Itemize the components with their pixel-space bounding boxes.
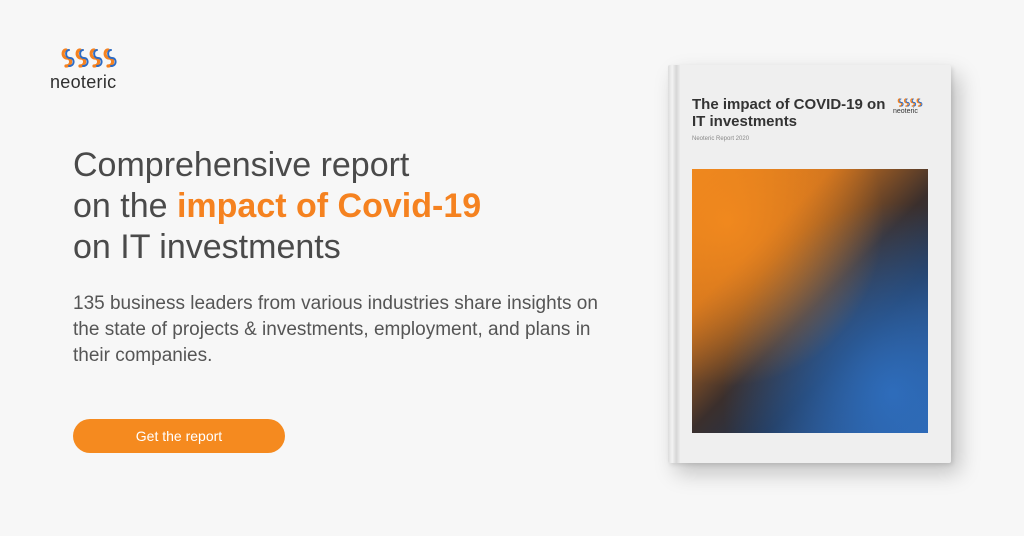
book-spine <box>668 65 680 463</box>
description-text: 135 business leaders from various indust… <box>73 293 598 366</box>
page-headline: Comprehensive report on the impact of Co… <box>73 145 633 268</box>
book-cover-gradient-art <box>692 169 928 433</box>
headline-line2-prefix: on the <box>73 187 177 225</box>
neoteric-logo-icon <box>61 48 117 68</box>
brand-logo: neoteric <box>50 46 130 96</box>
get-report-button[interactable]: Get the report <box>73 419 285 453</box>
headline-highlight: impact of Covid-19 <box>176 187 482 225</box>
book-title: The impact of COVID-19 on IT investments <box>692 96 886 130</box>
headline-line1: Comprehensive report <box>73 146 410 184</box>
book-logo-text: neoteric <box>893 108 918 115</box>
logo-text: neoteric <box>50 72 117 92</box>
book-subtitle: Neoteric Report 2020 <box>692 136 750 142</box>
neoteric-logo-icon <box>897 98 923 107</box>
book-logo: neoteric <box>893 97 927 121</box>
report-book-cover: The impact of COVID-19 on IT investments… <box>668 65 951 463</box>
headline-line3: on IT investments <box>73 228 341 266</box>
